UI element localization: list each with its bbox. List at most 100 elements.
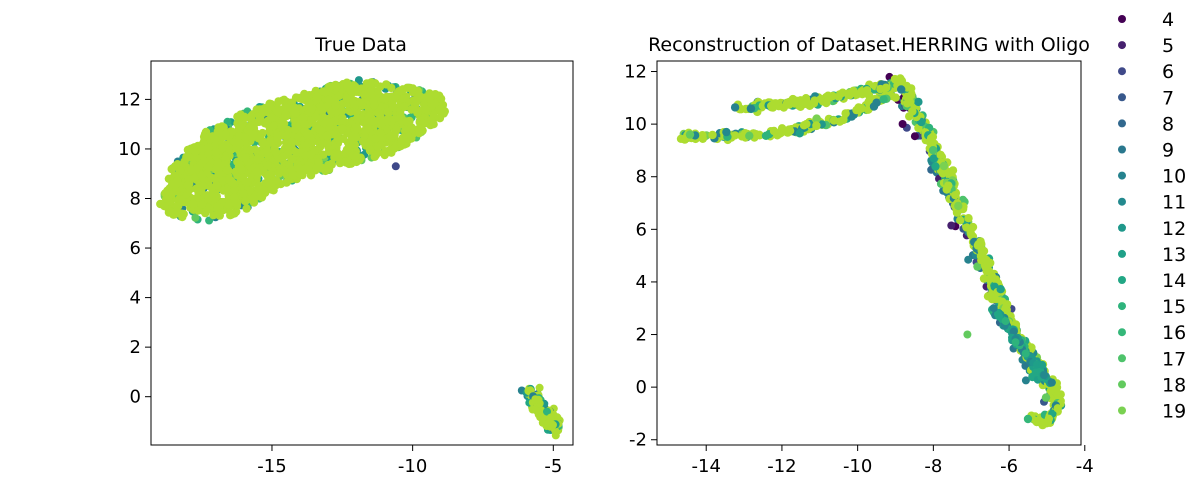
scatter-point <box>283 103 292 112</box>
y-tick-label: 12 <box>624 62 647 83</box>
scatter-point <box>1046 386 1056 395</box>
scatter-point <box>1023 414 1033 424</box>
scatter-point <box>210 135 219 144</box>
scatter-point <box>287 154 296 164</box>
scatter-point <box>366 79 375 88</box>
legend-label: 17 <box>1162 348 1186 370</box>
scatter-point <box>951 191 960 200</box>
scatter-point <box>181 198 191 207</box>
scatter-point <box>956 216 965 225</box>
scatter-point <box>430 99 439 108</box>
scatter-point <box>175 166 185 175</box>
scatter-point <box>306 171 316 180</box>
scatter-point <box>722 127 731 137</box>
scatter-point <box>319 87 328 96</box>
scatter-point <box>213 158 222 168</box>
scatter-point <box>995 312 1004 321</box>
scatter-point <box>287 137 296 147</box>
y-tick-label: 8 <box>130 188 141 209</box>
y-tick-label: 4 <box>130 288 141 309</box>
scatter-point <box>737 132 747 141</box>
scatter-point <box>362 124 372 134</box>
scatter-point <box>1038 360 1047 369</box>
scatter-point <box>903 83 912 92</box>
y-tick-label: 8 <box>636 167 647 188</box>
legend-label: 13 <box>1162 244 1186 266</box>
x-tick-label: -14 <box>692 456 721 477</box>
scatter-point <box>265 99 274 108</box>
legend-marker <box>1118 223 1126 232</box>
scatter-point <box>209 211 218 220</box>
scatter-point <box>1001 317 1010 326</box>
scatter-point <box>962 223 971 232</box>
legend-label: 11 <box>1162 192 1186 214</box>
scatter-point <box>226 211 235 220</box>
scatter-point <box>1044 414 1054 423</box>
scatter-point <box>996 285 1005 294</box>
scatter-point <box>249 194 258 203</box>
scatter-point <box>242 204 251 213</box>
scatter-point <box>352 114 362 123</box>
scatter-point <box>824 93 833 103</box>
scatter-point <box>246 145 255 155</box>
y-tick-label: 6 <box>130 238 141 259</box>
scatter-point <box>698 134 707 143</box>
scatter-point <box>429 120 438 129</box>
y-tick-label: 2 <box>636 325 647 346</box>
scatter-point <box>1011 338 1020 347</box>
legend-label: 9 <box>1162 140 1174 162</box>
scatter-point <box>295 164 304 173</box>
scatter-point <box>327 107 336 116</box>
y-tick-label: 10 <box>624 114 647 135</box>
left-plot: True Data -15 -10 -5 0 2 4 6 8 10 12 <box>118 34 574 477</box>
scatter-point <box>322 131 332 141</box>
scatter-point <box>377 141 386 150</box>
scatter-point <box>204 163 213 172</box>
scatter-point <box>968 222 978 232</box>
scatter-point <box>334 91 344 101</box>
scatter-point <box>303 130 312 139</box>
y-tick-label: 10 <box>118 139 141 160</box>
legend-marker <box>1118 93 1126 102</box>
scatter-point <box>267 113 276 123</box>
x-tick-label: -5 <box>544 456 562 477</box>
scatter-point <box>936 150 945 160</box>
scatter-point <box>829 116 839 125</box>
scatter-point <box>258 138 267 148</box>
legend-label: 15 <box>1162 296 1186 318</box>
scatter-point <box>891 93 900 102</box>
scatter-point <box>351 133 361 142</box>
scatter-point <box>1031 416 1041 425</box>
scatter-point <box>241 197 250 206</box>
scatter-point <box>366 87 375 96</box>
legend-marker <box>1118 354 1126 363</box>
legend-label: 4 <box>1162 9 1174 31</box>
scatter-point <box>371 150 381 160</box>
scatter-point <box>366 117 375 126</box>
legend-marker <box>1118 249 1126 258</box>
scatter-point <box>400 102 409 112</box>
scatter-point <box>751 130 761 139</box>
right-plot-frame <box>656 60 1082 446</box>
right-plot-ticks: -14 -12 -10 -8 -6 -4 -2 0 2 4 6 8 10 12 <box>624 62 1094 477</box>
scatter-point <box>241 153 250 162</box>
scatter-point <box>240 112 249 122</box>
legend-marker <box>1118 41 1126 50</box>
scatter-point <box>325 118 334 127</box>
scatter-point <box>388 103 398 112</box>
legend-marker <box>1118 197 1126 206</box>
scatter-point <box>1040 371 1049 380</box>
scatter-point <box>989 304 998 313</box>
scatter-point <box>300 119 309 128</box>
scatter-point <box>262 146 271 156</box>
scatter-point <box>954 201 963 211</box>
scatter-point <box>352 107 361 117</box>
scatter-point <box>535 383 544 392</box>
scatter-point <box>327 160 336 169</box>
scatter-point <box>929 154 939 163</box>
scatter-point <box>841 109 850 118</box>
scatter-point <box>314 158 323 167</box>
scatter-point <box>1041 393 1051 402</box>
scatter-point <box>526 386 535 395</box>
scatter-point <box>235 132 244 141</box>
